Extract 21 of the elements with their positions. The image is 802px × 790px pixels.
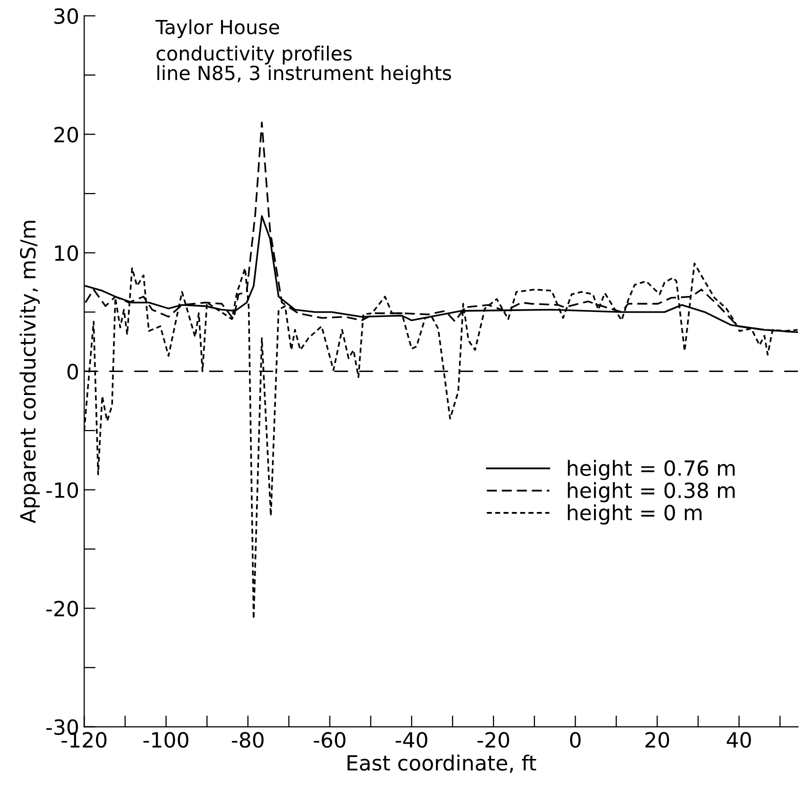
x-tick-label: -100 [143, 732, 188, 748]
chart-title: Taylor House [156, 19, 280, 38]
legend-label: height = 0 m [568, 504, 702, 524]
x-tick-label: -60 [314, 732, 346, 748]
y-axis-title: Apparent conductivity, mS/m [20, 220, 40, 524]
legend-label: height = 0.38 m [568, 482, 735, 502]
y-tick-label: 10 [55, 245, 78, 262]
legend-label: height = 0.76 m [568, 460, 735, 480]
text: conductivity profiles line N85, 3 instrument heights [156, 46, 452, 84]
x-tick-label: 0 [570, 732, 581, 748]
y-tick-label: -10 [46, 482, 78, 498]
x-tick-label: -40 [396, 732, 428, 748]
x-axis-title: East coordinate, ft [348, 754, 536, 773]
x-tick-label: 20 [645, 732, 670, 748]
x-tick-label: 40 [726, 732, 751, 748]
y-tick-label: 30 [54, 8, 78, 24]
y-tick-label: -20 [46, 600, 78, 617]
x-tick-label: -80 [232, 732, 264, 748]
x-tick-label: -20 [477, 732, 510, 748]
y-tick-label: 0 [67, 364, 78, 380]
y-tick-label: 20 [54, 126, 78, 143]
